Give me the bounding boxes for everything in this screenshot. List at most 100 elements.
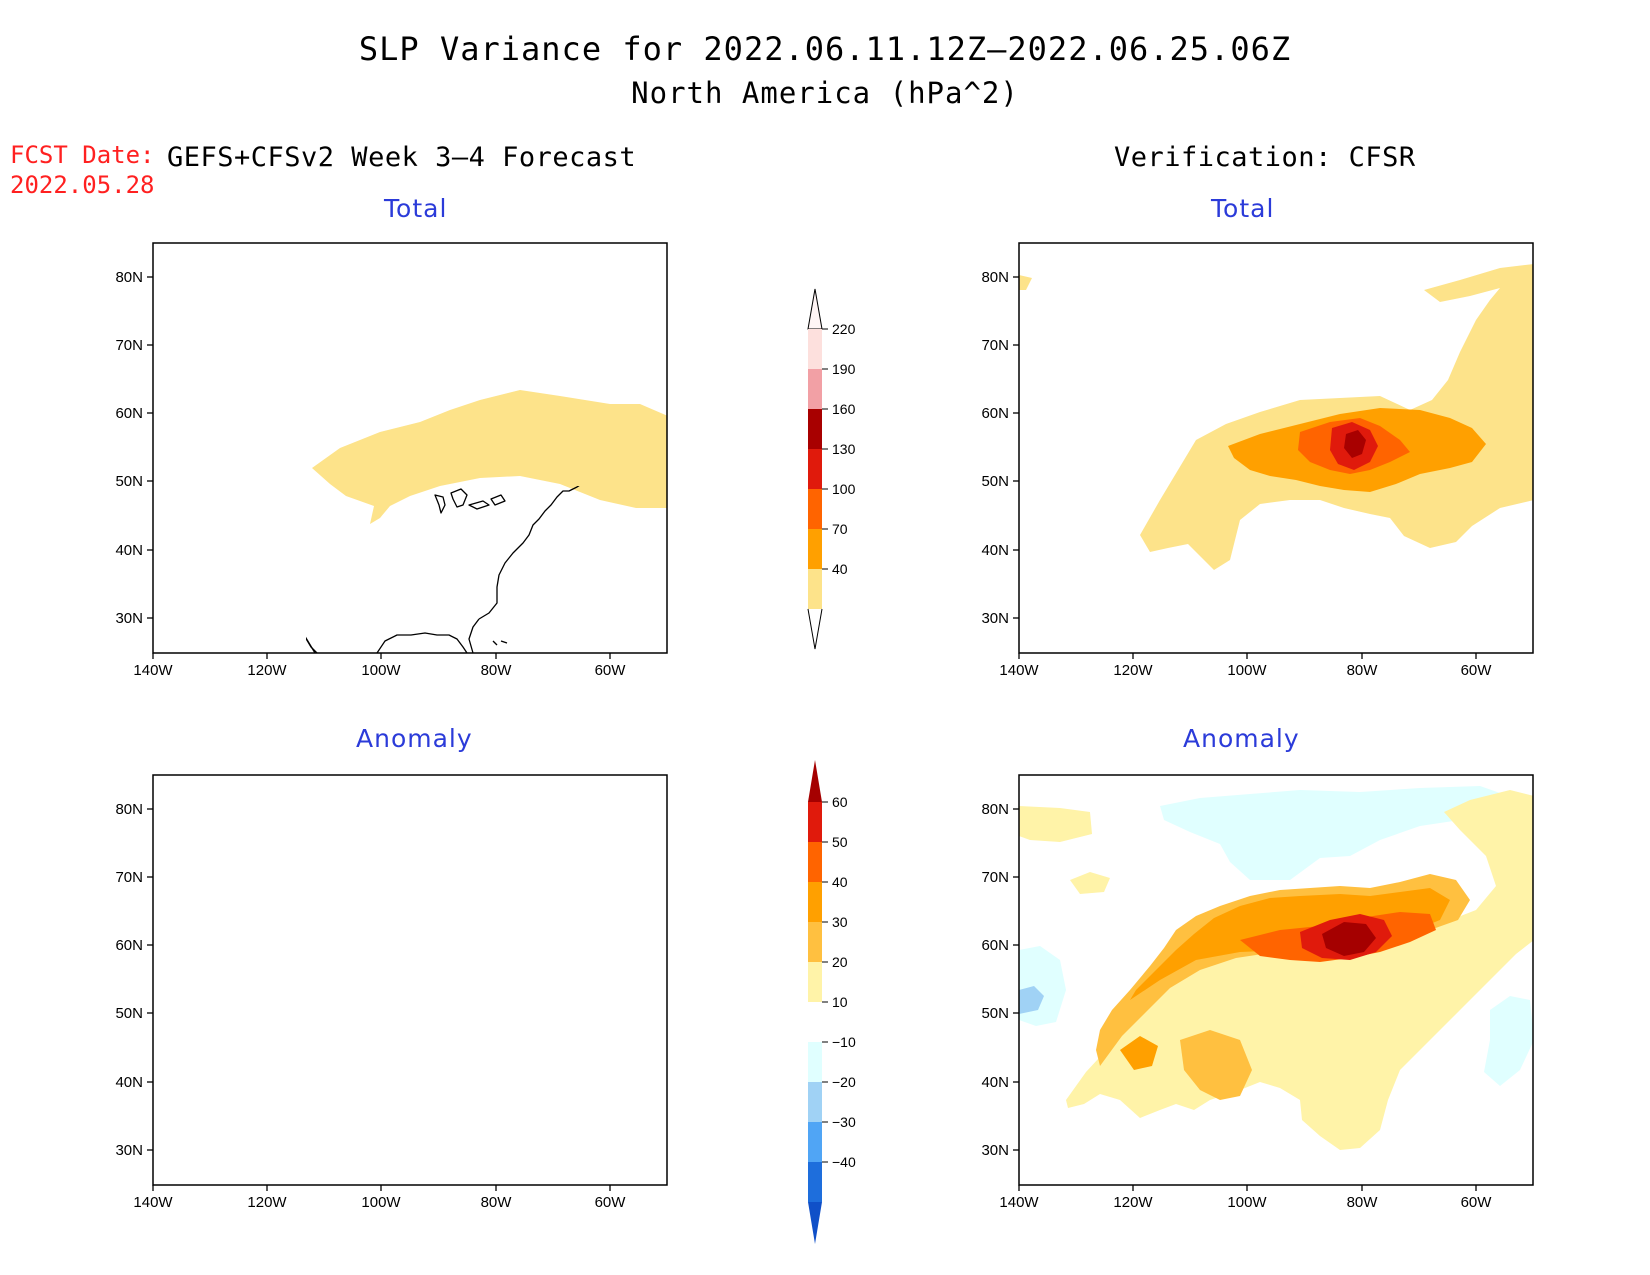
lat-tick-label: 60N bbox=[115, 937, 143, 954]
verification-column-heading: Verification: CFSR bbox=[1114, 142, 1416, 173]
verification-anomaly-pos60 bbox=[1322, 922, 1376, 956]
colorbar-total-label: 220 bbox=[832, 321, 856, 337]
colorbar-anomaly-label: 20 bbox=[832, 954, 848, 970]
colorbar-total-label: 160 bbox=[832, 401, 856, 417]
lon-tick-label: 100W bbox=[361, 1194, 401, 1211]
verification-anomaly-neg20-pacific bbox=[1019, 986, 1044, 1014]
colorbar-total-swatch bbox=[808, 369, 822, 409]
colorbar-anomaly-swatch bbox=[808, 962, 822, 1002]
colorbar-anomaly-swatch bbox=[808, 802, 822, 842]
colorbar-anomaly-label: −10 bbox=[832, 1034, 856, 1050]
lat-tick-label: 30N bbox=[115, 1142, 143, 1159]
colorbar-anomaly-swatch bbox=[808, 882, 822, 922]
map-panel-verification-anomaly bbox=[1018, 774, 1534, 1186]
colorbar-anomaly-swatch bbox=[808, 1002, 822, 1042]
fcst-date: FCST Date: 2022.05.28 bbox=[10, 140, 155, 200]
panel-title-forecast-anomaly: Anomaly bbox=[356, 724, 473, 753]
lat-tick-label: 60N bbox=[115, 405, 143, 422]
lon-tick-label: 60W bbox=[1461, 1194, 1493, 1211]
map-panel-forecast-anomaly bbox=[152, 774, 668, 1186]
forecast-column-heading: GEFS+CFSv2 Week 3–4 Forecast bbox=[167, 142, 637, 173]
lat-tick-label: 80N bbox=[981, 801, 1009, 818]
lon-tick-label: 100W bbox=[361, 662, 401, 679]
colorbar-anomaly-label: −30 bbox=[832, 1114, 856, 1130]
fcst-date-value: 2022.05.28 bbox=[10, 171, 155, 199]
lat-tick-label: 40N bbox=[115, 1074, 143, 1091]
colorbar-total-swatch bbox=[808, 409, 822, 449]
lon-tick-label: 100W bbox=[1227, 1194, 1267, 1211]
main-title: SLP Variance for 2022.06.11.12Z–2022.06.… bbox=[358, 30, 1292, 68]
colorbar-total-swatch bbox=[808, 329, 822, 369]
colorbar-anomaly-swatch bbox=[808, 1042, 822, 1082]
panel-title-verification-anomaly: Anomaly bbox=[1183, 724, 1300, 753]
colorbar-total-label: 40 bbox=[832, 561, 848, 577]
lat-tick-label: 70N bbox=[981, 869, 1009, 886]
colorbar-total-label: 130 bbox=[832, 441, 856, 457]
colorbar-anomaly-label: 30 bbox=[832, 914, 848, 930]
lat-tick-label: 70N bbox=[115, 869, 143, 886]
colorbar-anomaly-label: −20 bbox=[832, 1074, 856, 1090]
verification-anomaly-neg10-pacific bbox=[1019, 946, 1066, 1026]
colorbar-anomaly: 60 50 40 30 20 10 −10 −20 −30 −40 bbox=[808, 760, 856, 1244]
colorbar-anomaly-label: 10 bbox=[832, 994, 848, 1010]
map-panel-forecast-total bbox=[152, 242, 668, 654]
colorbar-total-label: 70 bbox=[832, 521, 848, 537]
colorbar-anomaly-swatch bbox=[808, 1082, 822, 1122]
lat-tick-label: 30N bbox=[981, 610, 1009, 627]
panel-title-verification-total: Total bbox=[1211, 194, 1275, 223]
verification-anomaly-pos10-arctic bbox=[1070, 872, 1110, 894]
verification-total-frame bbox=[1018, 242, 1534, 654]
lon-tick-label: 80W bbox=[481, 1194, 513, 1211]
colorbar-anomaly-label: −40 bbox=[832, 1154, 856, 1170]
lon-tick-label: 60W bbox=[595, 662, 627, 679]
lat-tick-label: 30N bbox=[115, 610, 143, 627]
lat-tick-label: 70N bbox=[115, 337, 143, 354]
colorbar-anomaly-label: 40 bbox=[832, 874, 848, 890]
forecast-total-contour-40 bbox=[312, 390, 667, 524]
colorbar-anomaly-label: 60 bbox=[832, 794, 848, 810]
colorbar-total-swatch bbox=[808, 449, 822, 489]
colorbar-anomaly-label: 50 bbox=[832, 834, 848, 850]
panel-title-forecast-total: Total bbox=[384, 194, 448, 223]
lat-tick-label: 70N bbox=[981, 337, 1009, 354]
lat-tick-label: 50N bbox=[115, 473, 143, 490]
verification-anomaly-pos30-south bbox=[1120, 1036, 1158, 1070]
verification-anomaly-pos10-nw bbox=[1019, 806, 1092, 842]
colorbar-anomaly-swatch bbox=[808, 1122, 822, 1162]
lon-tick-label: 140W bbox=[999, 662, 1039, 679]
map-axes: 80N 70N 60N 50N 40N 30N 140W 120W 100W 80W 60W 80N 7… bbox=[115, 269, 1492, 1211]
lon-tick-label: 80W bbox=[481, 662, 513, 679]
colorbar-anomaly-swatch bbox=[808, 922, 822, 962]
lon-tick-label: 100W bbox=[1227, 662, 1267, 679]
lat-tick-label: 60N bbox=[981, 937, 1009, 954]
lat-tick-label: 80N bbox=[115, 801, 143, 818]
forecast-anomaly-frame bbox=[152, 774, 668, 1186]
forecast-total-frame bbox=[152, 242, 668, 654]
lon-tick-label: 120W bbox=[247, 1194, 287, 1211]
colorbar-anomaly-bottom-arrow bbox=[808, 1202, 822, 1244]
lat-tick-label: 80N bbox=[115, 269, 143, 286]
colorbar-total-label: 100 bbox=[832, 481, 856, 497]
colorbar-total-bottom-arrow bbox=[807, 608, 823, 650]
lon-tick-label: 140W bbox=[133, 1194, 173, 1211]
lon-tick-label: 140W bbox=[133, 662, 173, 679]
lat-tick-label: 50N bbox=[115, 1005, 143, 1022]
lon-tick-label: 60W bbox=[595, 1194, 627, 1211]
verification-total-contour-40-corner bbox=[1019, 275, 1032, 290]
colorbar-anomaly-top-arrow bbox=[808, 760, 822, 802]
main-subtitle: North America (hPa^2) bbox=[631, 76, 1019, 110]
lat-tick-label: 50N bbox=[981, 1005, 1009, 1022]
lat-tick-label: 80N bbox=[981, 269, 1009, 286]
lon-tick-label: 120W bbox=[1113, 1194, 1153, 1211]
verification-anomaly-neg10-arctic bbox=[1160, 786, 1520, 880]
fcst-date-label: FCST Date: bbox=[10, 141, 155, 169]
colorbar-total-swatch bbox=[808, 569, 822, 609]
colorbar-total-top-arrow bbox=[807, 288, 823, 330]
lat-tick-label: 40N bbox=[115, 542, 143, 559]
colorbar-anomaly-swatch bbox=[808, 842, 822, 882]
lon-tick-label: 120W bbox=[1113, 662, 1153, 679]
verification-total-contour-160 bbox=[1344, 430, 1366, 458]
lat-tick-label: 40N bbox=[981, 542, 1009, 559]
verification-anomaly-pos20-south bbox=[1180, 1030, 1252, 1100]
